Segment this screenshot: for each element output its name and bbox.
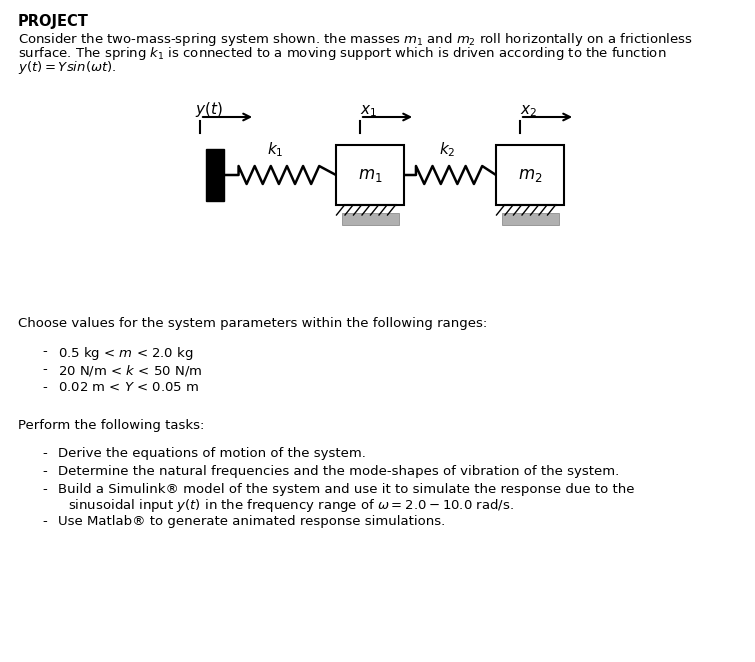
Text: -: - xyxy=(42,465,47,478)
Bar xyxy=(501,213,559,225)
Text: $x_2$: $x_2$ xyxy=(520,103,537,119)
Text: -: - xyxy=(42,363,47,376)
Text: Consider the two-mass-spring system shown. the masses $m_1$ and $m_2$ roll horiz: Consider the two-mass-spring system show… xyxy=(18,31,693,48)
Bar xyxy=(206,149,224,201)
Text: Derive the equations of motion of the system.: Derive the equations of motion of the sy… xyxy=(58,447,366,460)
Text: Choose values for the system parameters within the following ranges:: Choose values for the system parameters … xyxy=(18,317,487,330)
Text: -: - xyxy=(42,447,47,460)
Text: 20 N/m < $k$ < 50 N/m: 20 N/m < $k$ < 50 N/m xyxy=(58,363,202,378)
Text: 0.02 m < $Y$ < 0.05 m: 0.02 m < $Y$ < 0.05 m xyxy=(58,381,199,394)
Text: PROJECT: PROJECT xyxy=(18,14,89,29)
Text: -: - xyxy=(42,515,47,528)
Text: Perform the following tasks:: Perform the following tasks: xyxy=(18,419,205,432)
Text: -: - xyxy=(42,345,47,358)
Text: $y(t)$: $y(t)$ xyxy=(195,100,223,119)
Text: Use Matlab® to generate animated response simulations.: Use Matlab® to generate animated respons… xyxy=(58,515,445,528)
Text: -: - xyxy=(42,381,47,394)
Text: surface. The spring $k_1$ is connected to a moving support which is driven accor: surface. The spring $k_1$ is connected t… xyxy=(18,45,667,62)
Text: $y(t) = Ysin(\omega t)$.: $y(t) = Ysin(\omega t)$. xyxy=(18,59,116,76)
Text: -: - xyxy=(42,483,47,496)
Text: $k_2$: $k_2$ xyxy=(439,140,455,159)
Text: $m_2$: $m_2$ xyxy=(518,166,542,184)
Text: sinusoidal input $y(t)$ in the frequency range of $\omega = 2.0 - 10.0$ rad/s.: sinusoidal input $y(t)$ in the frequency… xyxy=(68,497,514,514)
Text: Determine the natural frequencies and the mode-shapes of vibration of the system: Determine the natural frequencies and th… xyxy=(58,465,619,478)
Text: 0.5 kg < $m$ < 2.0 kg: 0.5 kg < $m$ < 2.0 kg xyxy=(58,345,193,362)
Text: $m_1$: $m_1$ xyxy=(358,166,382,184)
Text: $k_1$: $k_1$ xyxy=(267,140,283,159)
Text: Build a Simulink® model of the system and use it to simulate the response due to: Build a Simulink® model of the system an… xyxy=(58,483,634,496)
Bar xyxy=(496,145,564,205)
Bar xyxy=(336,145,404,205)
Text: $x_1$: $x_1$ xyxy=(360,103,378,119)
Bar xyxy=(341,213,399,225)
